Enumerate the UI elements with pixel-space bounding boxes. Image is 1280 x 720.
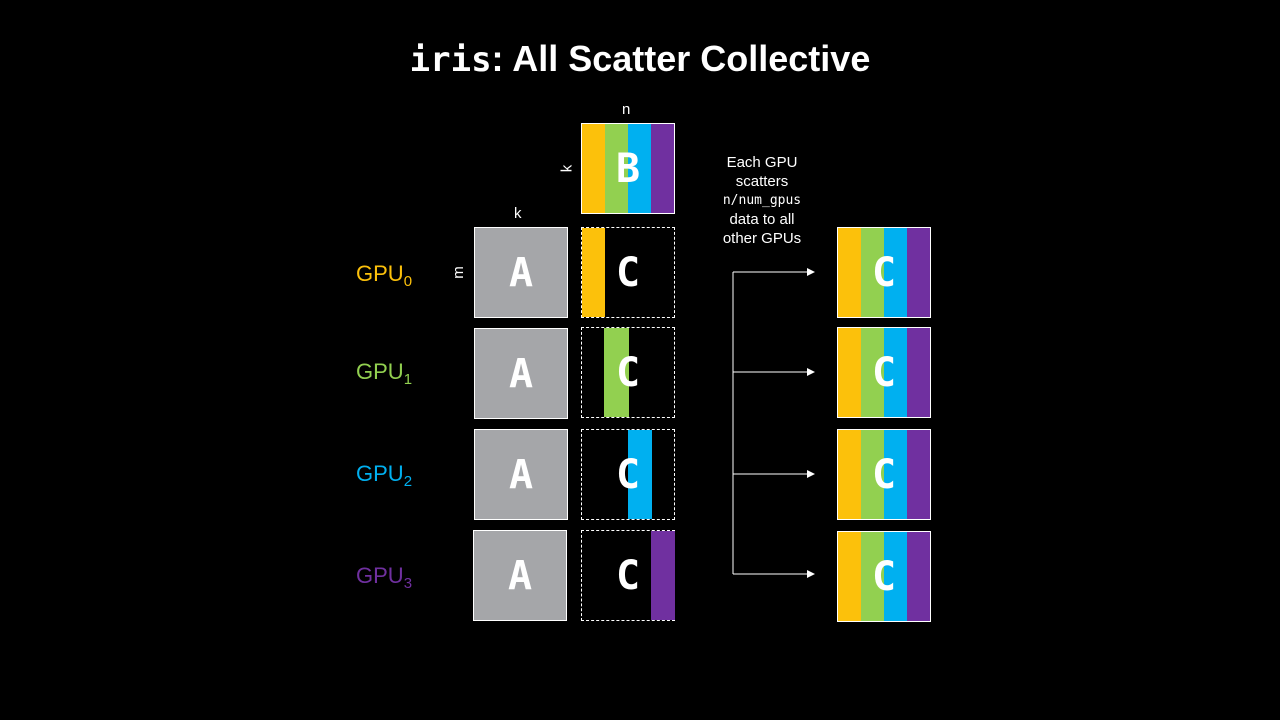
full-c-letter: C [871,349,897,396]
matrix-b-strip-0 [582,124,605,213]
title-code: iris [409,40,492,80]
full-c-strip-3 [907,532,930,621]
gpu-0-index: 0 [403,273,413,290]
dim-label-k-a: k [514,205,522,222]
matrix-a-gpu-0: A [474,227,568,318]
gpu-0-label: GPU0 [356,261,412,290]
gpu-2-label: GPU2 [356,461,412,490]
gpu-0-name: GPU [356,261,404,286]
gpu-1-name: GPU [356,359,404,384]
matrix-b-strip-3 [651,124,674,213]
gpu-1-index: 1 [403,371,413,388]
gpu-2-index: 2 [403,473,413,490]
full-c-gpu-0: C [837,227,931,318]
full-c-strip-1 [861,532,884,621]
full-c-strip-3 [907,228,930,317]
full-c-letter: C [871,249,897,296]
title-text: : All Scatter Collective [491,38,871,79]
full-c-strip-0 [838,532,861,621]
partial-c-letter: C [615,249,641,296]
full-c-strip-0 [838,430,861,519]
partial-c-strip-2 [628,430,652,519]
full-c-strip-0 [838,228,861,317]
matrix-a-letter: A [508,249,534,296]
partial-c-gpu-0: C [581,227,675,318]
full-c-strip-0 [838,328,861,417]
gpu-2-name: GPU [356,461,404,486]
matrix-a-gpu-2: A [474,429,568,520]
full-c-strip-2 [884,328,907,417]
full-c-strip-1 [861,328,884,417]
note-code: n/num_gpus [722,193,802,208]
full-c-strip-2 [884,228,907,317]
full-c-strip-2 [884,532,907,621]
gpu-3-name: GPU [356,563,404,588]
full-c-gpu-2: C [837,429,931,520]
full-c-strip-1 [861,430,884,519]
full-c-letter: C [871,451,897,498]
matrix-a-gpu-1: A [474,328,568,419]
partial-c-gpu-2: C [581,429,675,520]
note-line-1: Each GPU [726,154,798,171]
matrix-a-gpu-3: A [473,530,567,621]
note-line-4: other GPUs [722,230,802,247]
full-c-strip-2 [884,430,907,519]
partial-c-letter: C [615,349,641,396]
partial-c-strip-3 [651,531,675,620]
matrix-b-letter: B [615,145,641,192]
matrix-b-strip-1 [605,124,628,213]
note-line-3: data to all [729,211,795,228]
partial-c-strip-0 [582,228,605,317]
partial-c-gpu-1: C [581,327,675,418]
full-c-strip-1 [861,228,884,317]
matrix-b: B [581,123,675,214]
matrix-b-strip-2 [628,124,651,213]
matrix-a-letter: A [507,552,533,599]
partial-c-letter: C [615,552,641,599]
matrix-a-letter: A [508,451,534,498]
gpu-1-label: GPU1 [356,359,412,388]
full-c-letter: C [871,553,897,600]
full-c-strip-3 [907,328,930,417]
full-c-gpu-3: C [837,531,931,622]
dim-label-n: n [622,101,631,118]
partial-c-letter: C [615,451,641,498]
scatter-note: Each GPU scatters n/num_gpus data to all… [697,153,827,248]
gpu-3-label: GPU3 [356,563,412,592]
full-c-gpu-1: C [837,327,931,418]
gpu-3-index: 3 [403,575,413,592]
matrix-a-letter: A [508,350,534,397]
note-line-2: scatters [735,173,789,190]
slide-title: iris: All Scatter Collective [0,38,1280,80]
full-c-strip-3 [907,430,930,519]
partial-c-gpu-3: C [581,530,675,621]
partial-c-strip-1 [604,328,629,417]
